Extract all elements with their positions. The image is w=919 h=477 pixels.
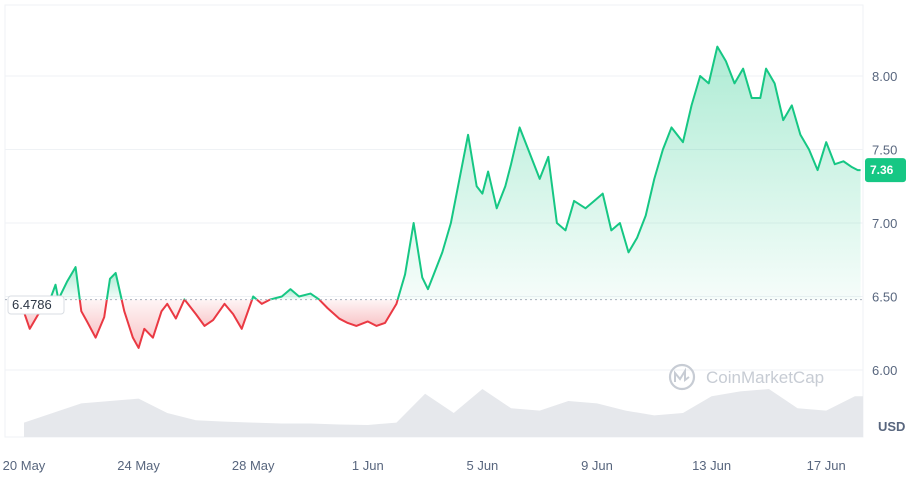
up-area-segment	[50, 267, 80, 300]
down-line-segment	[78, 299, 108, 339]
x-tick-label: 20 May	[3, 458, 46, 473]
volume-series	[24, 389, 863, 437]
up-line-segment	[396, 45, 861, 300]
up-line-segment	[269, 288, 321, 301]
price-area	[21, 46, 861, 348]
coinmarketcap-logo-icon	[668, 363, 696, 391]
y-tick-label: 7.50	[872, 143, 897, 158]
x-tick-label: 24 May	[117, 458, 160, 473]
x-tick-label: 5 Jun	[466, 458, 498, 473]
svg-text:6.4786: 6.4786	[12, 297, 52, 312]
up-line-segment	[105, 271, 123, 300]
currency-unit-label: USD	[878, 419, 905, 434]
down-area-segment	[121, 299, 185, 348]
current-price-tag: 7.36	[865, 158, 906, 183]
svg-text:CoinMarketCap: CoinMarketCap	[706, 368, 824, 387]
up-line-segment	[251, 295, 258, 301]
volume-area	[24, 389, 863, 437]
x-tick-label: 28 May	[232, 458, 275, 473]
current-price-value: 7.36	[870, 163, 894, 177]
down-line-segment	[318, 298, 399, 327]
up-line-segment	[49, 266, 81, 301]
x-tick-label: 13 Jun	[692, 458, 731, 473]
y-tick-label: 8.00	[872, 69, 897, 84]
x-tick-label: 1 Jun	[352, 458, 384, 473]
coinmarketcap-watermark: CoinMarketCap	[668, 363, 824, 391]
x-axis: 20 May 24 May 28 May 1 Jun 5 Jun 9 Jun 13 Jun 1…	[3, 458, 846, 473]
y-tick-label: 6.50	[872, 290, 897, 305]
y-tick-label: 6.00	[872, 363, 897, 378]
down-area-segment	[319, 299, 398, 326]
down-area-segment	[79, 299, 107, 338]
down-line-segment	[183, 299, 254, 330]
y-tick-label: 7.00	[872, 216, 897, 231]
down-line-segment	[120, 299, 186, 349]
baseline-label: 6.4786	[7, 295, 65, 315]
x-tick-label: 9 Jun	[581, 458, 613, 473]
down-line-segment	[256, 298, 271, 305]
y-axis: 8.00 7.50 7.00 6.50 6.00	[872, 69, 897, 378]
x-tick-label: 17 Jun	[807, 458, 846, 473]
up-area-segment	[397, 46, 861, 300]
